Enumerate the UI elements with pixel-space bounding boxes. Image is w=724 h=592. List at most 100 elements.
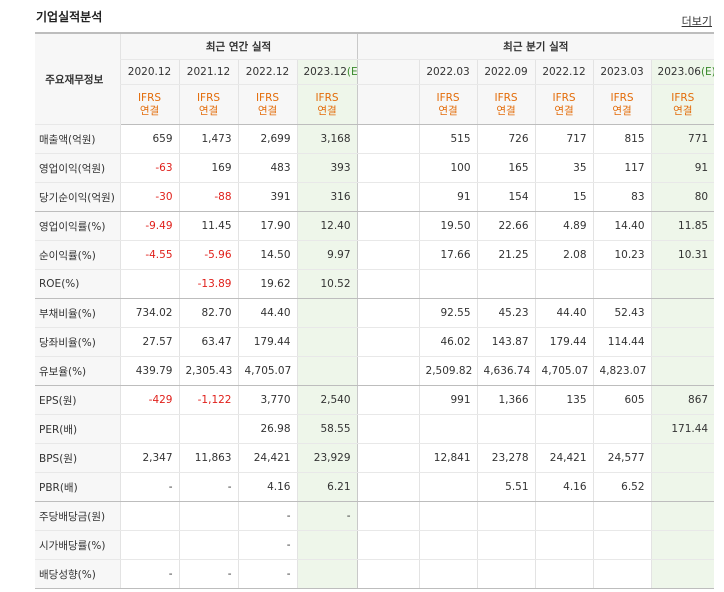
row-label: 부채비율(%) <box>35 298 120 328</box>
quarter-value: 45.23 <box>476 298 536 328</box>
basis-bottom: 연결 <box>673 104 693 117</box>
quarter-value: 91 <box>650 153 715 183</box>
annual-value: -1,122 <box>178 385 238 415</box>
basis-top: IFRS <box>494 91 518 104</box>
annual-value <box>296 356 358 386</box>
row-label: 매출액(억원) <box>35 124 120 154</box>
basis-top: IFRS <box>255 91 280 104</box>
annual-value: 2,699 <box>237 124 297 154</box>
annual-value: 2,540 <box>296 385 358 415</box>
annual-value: -63 <box>119 153 179 183</box>
row-label: EPS(원) <box>35 385 120 415</box>
annual-value: 3,168 <box>296 124 358 154</box>
quarter-value <box>592 414 652 444</box>
table-row: 영업이익(억원) -63 169 483 393 100 165 35 117 91 <box>35 153 715 183</box>
spacer-cell <box>356 443 420 473</box>
quarter-value: 143.87 <box>476 327 536 357</box>
quarter-value: 6.52 <box>592 472 652 502</box>
annual-value <box>296 327 358 357</box>
quarter-value <box>650 501 715 531</box>
quarter-value: 179.44 <box>534 327 594 357</box>
annual-value: 58.55 <box>296 414 358 444</box>
quarter-value <box>534 559 594 589</box>
quarter-value: 135 <box>534 385 594 415</box>
annual-value: 393 <box>296 153 358 183</box>
annual-value: 82.70 <box>178 298 238 328</box>
quarter-value <box>650 472 715 502</box>
spacer-cell <box>356 327 420 357</box>
quarter-value <box>650 327 715 357</box>
quarter-value: 14.40 <box>592 211 652 241</box>
quarter-value: 100 <box>418 153 478 183</box>
annual-value <box>119 414 179 444</box>
quarter-value <box>418 559 478 589</box>
table-row: ROE(%) -13.89 19.62 10.52 <box>35 269 715 299</box>
table-row: 부채비율(%) 734.02 82.70 44.40 92.55 45.23 44.40 52… <box>35 298 715 328</box>
quarter-value: 83 <box>592 182 652 212</box>
header-basis-row: IFRS 연결 IFRS 연결 IFRS 연결 IFRS 연결 IFRS 연결 IFRS 연결 IFRS… <box>35 84 715 125</box>
spacer-cell <box>356 530 420 560</box>
annual-value: - <box>237 530 297 560</box>
more-link[interactable]: 더보기 <box>681 15 712 28</box>
quarter-value: 35 <box>534 153 594 183</box>
basis-bottom: 연결 <box>257 104 278 117</box>
annual-value <box>178 530 238 560</box>
quarter-value: 165 <box>476 153 536 183</box>
annual-value: 659 <box>119 124 179 154</box>
quarter-group-header: 최근 분기 실적 <box>356 32 715 60</box>
annual-value: 1,473 <box>178 124 238 154</box>
quarter-value: 12,841 <box>418 443 478 473</box>
accounting-basis: IFRS 연결 <box>534 84 594 125</box>
annual-value: 4.16 <box>237 472 297 502</box>
spacer-cell <box>356 501 420 531</box>
annual-value: 23,929 <box>296 443 358 473</box>
annual-value: 483 <box>237 153 297 183</box>
annual-value: - <box>119 559 179 589</box>
annual-value: 734.02 <box>119 298 179 328</box>
table-row: 매출액(억원) 659 1,473 2,699 3,168 515 726 717 815 771 <box>35 124 715 154</box>
basis-top: IFRS <box>196 91 221 104</box>
quarter-value <box>476 559 536 589</box>
quarter-value <box>534 501 594 531</box>
annual-value: - <box>237 501 297 531</box>
quarter-value <box>650 269 715 299</box>
annual-value: 2,305.43 <box>178 356 238 386</box>
row-label: 유보율(%) <box>35 356 120 386</box>
annual-value: 10.52 <box>296 269 358 299</box>
quarter-value <box>650 559 715 589</box>
row-header-label: 주요재무정보 <box>35 32 120 125</box>
period-header: 2022.09 <box>476 59 536 85</box>
financial-table: 주요재무정보 최근 연간 실적 최근 분기 실적 2020.12 2021.12 2… <box>35 32 715 589</box>
accounting-basis: IFRS 연결 <box>592 84 652 125</box>
accounting-basis: IFRS 연결 <box>178 84 238 125</box>
quarter-value: 5.51 <box>476 472 536 502</box>
annual-value: -4.55 <box>119 240 179 270</box>
spacer-cell <box>356 559 420 589</box>
annual-value: - <box>178 559 238 589</box>
quarter-value <box>592 530 652 560</box>
table-row: 당기순이익(억원) -30 -88 391 316 91 154 15 83 80 <box>35 182 715 212</box>
quarter-value: 10.31 <box>650 240 715 270</box>
quarter-value <box>592 269 652 299</box>
quarter-value <box>592 501 652 531</box>
annual-value: 179.44 <box>237 327 297 357</box>
annual-value: -88 <box>178 182 238 212</box>
quarter-value: 91 <box>418 182 478 212</box>
annual-value: 27.57 <box>119 327 179 357</box>
annual-value: -30 <box>119 182 179 212</box>
quarter-value <box>534 530 594 560</box>
annual-value: 12.40 <box>296 211 358 241</box>
basis-top: IFRS <box>671 91 695 104</box>
annual-value: - <box>178 472 238 502</box>
annual-value: 4,705.07 <box>237 356 297 386</box>
annual-value <box>178 501 238 531</box>
quarter-value <box>534 269 594 299</box>
quarter-value: 154 <box>476 182 536 212</box>
quarter-value: 44.40 <box>534 298 594 328</box>
quarter-value: 605 <box>592 385 652 415</box>
quarter-value: 515 <box>418 124 478 154</box>
quarter-value <box>418 530 478 560</box>
quarter-value <box>476 414 536 444</box>
quarter-value <box>650 443 715 473</box>
quarter-value: 1,366 <box>476 385 536 415</box>
